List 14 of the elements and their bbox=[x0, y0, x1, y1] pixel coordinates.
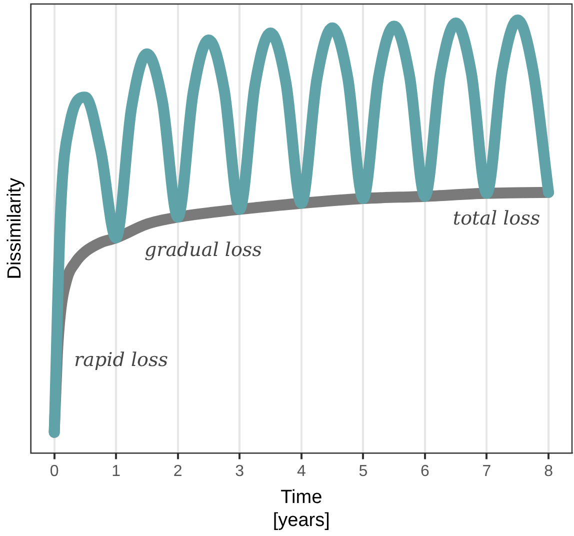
x-tick-label: 1 bbox=[112, 463, 121, 480]
annotation: gradual loss bbox=[144, 238, 262, 261]
x-tick-label: 2 bbox=[173, 463, 182, 480]
x-tick-label: 5 bbox=[358, 463, 368, 480]
x-tick-label: 4 bbox=[296, 463, 306, 480]
x-tick-label: 3 bbox=[235, 463, 244, 480]
annotation: total loss bbox=[452, 208, 540, 230]
x-tick-label: 6 bbox=[420, 463, 430, 480]
x-tick-label: 7 bbox=[482, 463, 492, 480]
x-tick-label: 8 bbox=[544, 463, 554, 480]
x-tick-label: 0 bbox=[50, 463, 59, 480]
annotation: rapid loss bbox=[74, 349, 168, 372]
x-axis-title: Time [years] bbox=[272, 487, 330, 531]
y-axis-title: Dissimilarity bbox=[4, 177, 26, 280]
